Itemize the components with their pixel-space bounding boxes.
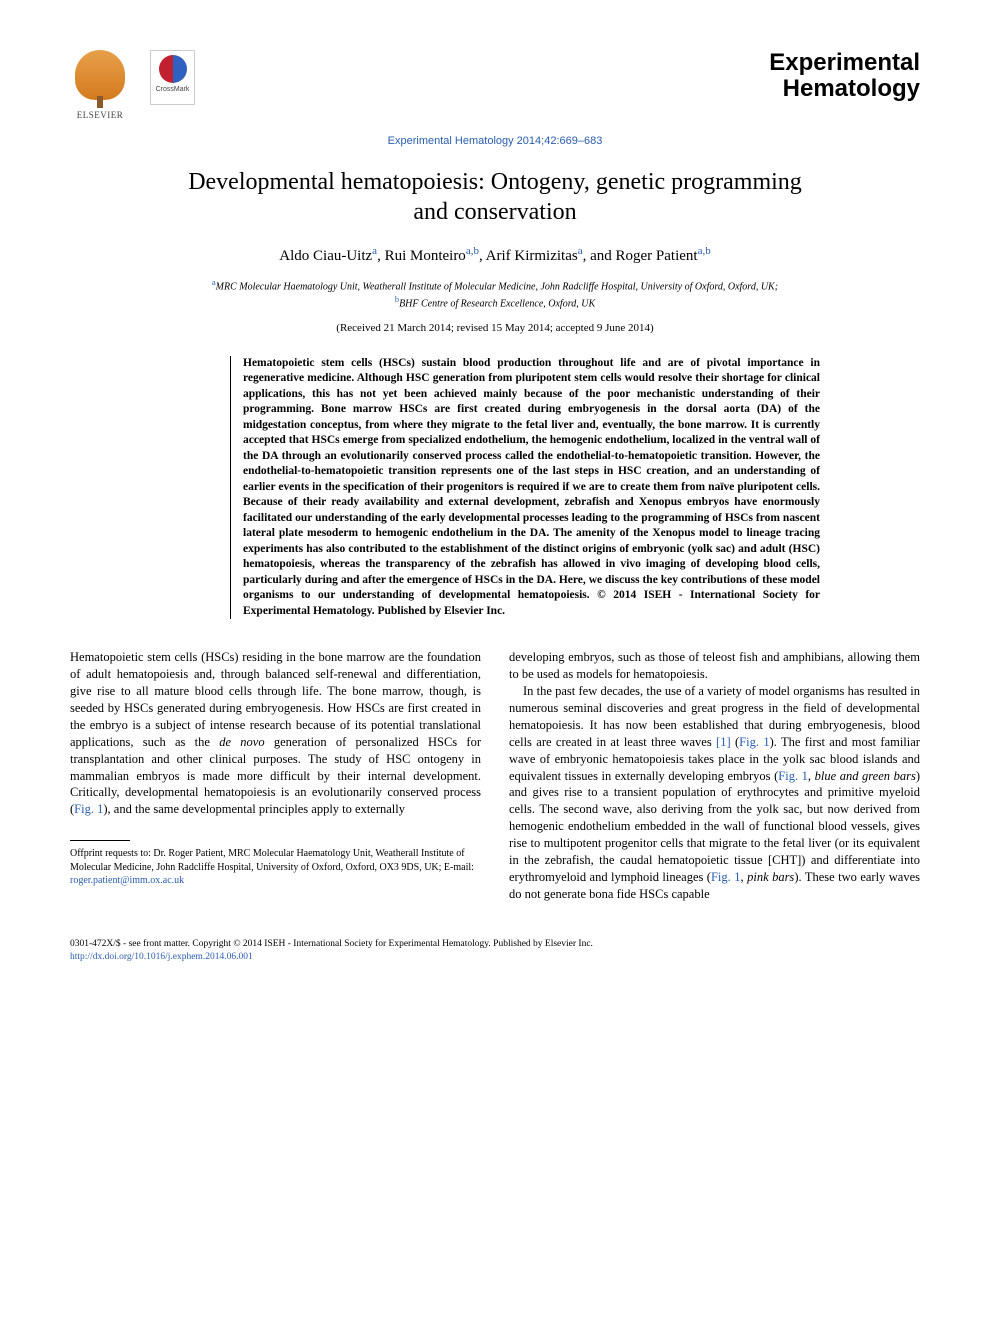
offprint-footnote: Offprint requests to: Dr. Roger Patient,… [70, 847, 481, 888]
author-affil[interactable]: a [372, 245, 377, 257]
offprint-label: Offprint requests to: Dr. Roger Patient,… [70, 848, 474, 873]
journal-name-line2: Hematology [769, 76, 920, 102]
crossmark-label: CrossMark [156, 86, 190, 93]
author: Roger Patient [616, 248, 698, 264]
authors-line: Aldo Ciau-Uitza, Rui Monteiroa,b, Arif K… [70, 245, 920, 265]
header-left: ELSEVIER CrossMark [70, 50, 195, 120]
elsevier-tree-icon [75, 50, 125, 100]
body-text: ), and the same developmental principles… [103, 802, 405, 816]
body-text: , [808, 769, 815, 783]
crossmark-logo[interactable]: CrossMark [150, 50, 195, 105]
publisher-name: ELSEVIER [77, 110, 124, 120]
journal-name-line1: Experimental [769, 50, 920, 76]
article-dates: (Received 21 March 2014; revised 15 May … [70, 322, 920, 334]
journal-logo: Experimental Hematology [769, 50, 920, 103]
abstract-box: Hematopoietic stem cells (HSCs) sustain … [230, 356, 820, 620]
reference-link[interactable]: [1] [716, 735, 731, 749]
figure-link[interactable]: Fig. 1 [74, 802, 103, 816]
affiliations: aMRC Molecular Haematology Unit, Weather… [130, 277, 860, 312]
affiliation-b: BHF Centre of Research Excellence, Oxfor… [399, 299, 595, 310]
author: Arif Kirmizitas [486, 248, 578, 264]
offprint-email-link[interactable]: roger.patient@imm.ox.ac.uk [70, 875, 184, 886]
doi-link[interactable]: http://dx.doi.org/10.1016/j.exphem.2014.… [70, 952, 253, 962]
footnote-separator [70, 840, 130, 841]
body-paragraph: In the past few decades, the use of a va… [509, 683, 920, 902]
elsevier-logo[interactable]: ELSEVIER [70, 50, 130, 120]
body-text-italic: de novo [219, 735, 264, 749]
figure-link[interactable]: Fig. 1 [739, 735, 769, 749]
citation-line[interactable]: Experimental Hematology 2014;42:669–683 [70, 135, 920, 147]
body-paragraph: Hematopoietic stem cells (HSCs) residing… [70, 649, 481, 818]
body-text-italic: pink bars [747, 870, 794, 884]
author: Aldo Ciau-Uitz [279, 248, 372, 264]
body-text-italic: blue and green bars [815, 769, 916, 783]
body-text: ( [731, 735, 740, 749]
figure-link[interactable]: Fig. 1 [711, 870, 741, 884]
article-title: Developmental hematopoiesis: Ontogeny, g… [170, 167, 820, 227]
author-affil[interactable]: a,b [466, 245, 479, 257]
copyright-line: 0301-472X/$ - see front matter. Copyrigh… [70, 938, 920, 951]
body-text: ) and gives rise to a transient populati… [509, 769, 920, 884]
crossmark-icon [159, 55, 187, 83]
column-left: Hematopoietic stem cells (HSCs) residing… [70, 649, 481, 902]
body-paragraph: developing embryos, such as those of tel… [509, 649, 920, 683]
page-footer: 0301-472X/$ - see front matter. Copyrigh… [70, 938, 920, 965]
figure-link[interactable]: Fig. 1 [778, 769, 808, 783]
body-columns: Hematopoietic stem cells (HSCs) residing… [70, 649, 920, 902]
header-row: ELSEVIER CrossMark Experimental Hematolo… [70, 50, 920, 120]
author-affil[interactable]: a,b [698, 245, 711, 257]
column-right: developing embryos, such as those of tel… [509, 649, 920, 902]
abstract-text: Hematopoietic stem cells (HSCs) sustain … [243, 356, 820, 620]
author: Rui Monteiro [385, 248, 466, 264]
author-affil[interactable]: a [578, 245, 583, 257]
affiliation-a: MRC Molecular Haematology Unit, Weathera… [216, 281, 778, 292]
